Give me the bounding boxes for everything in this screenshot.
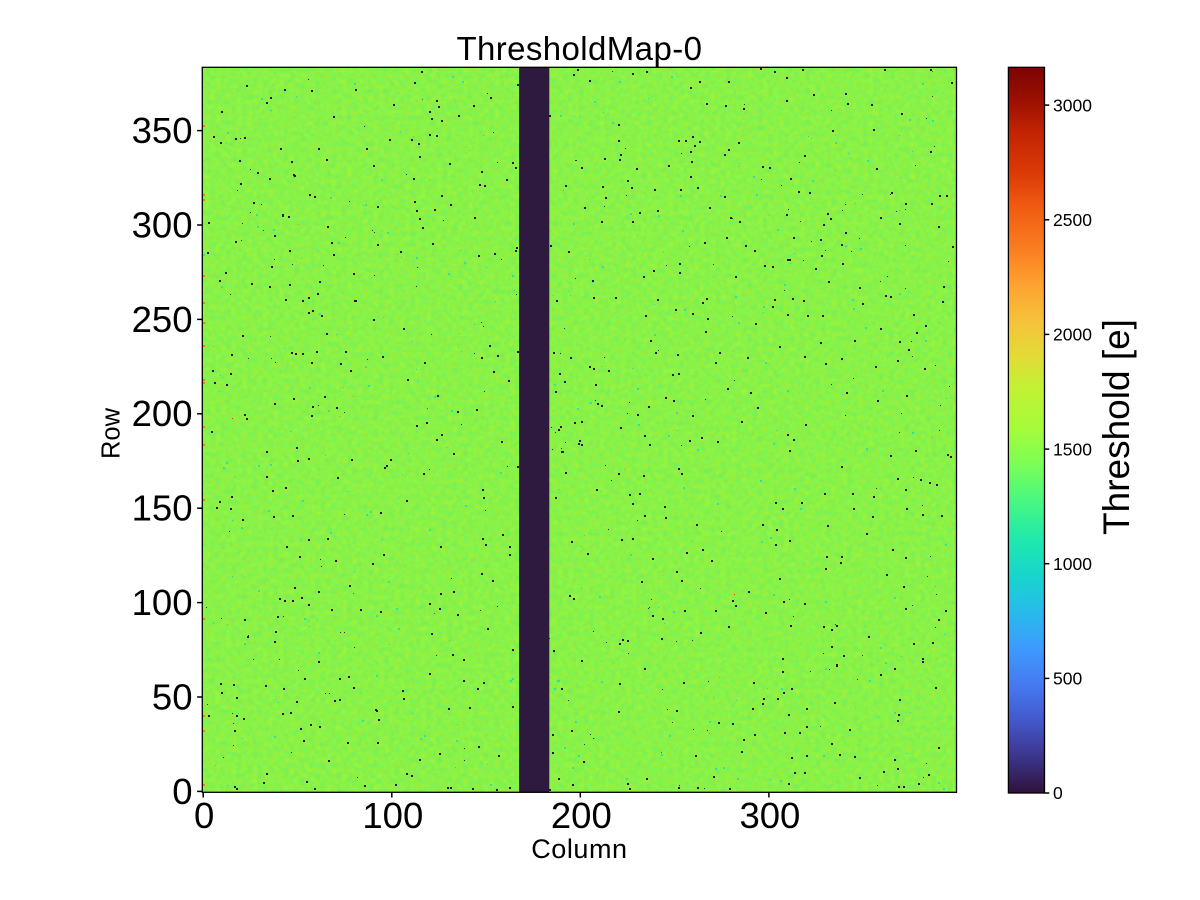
- svg-text:300: 300: [132, 204, 193, 245]
- svg-text:250: 250: [132, 299, 193, 340]
- svg-text:2000: 2000: [1053, 325, 1092, 345]
- svg-text:0: 0: [172, 771, 192, 812]
- svg-text:200: 200: [551, 795, 612, 836]
- svg-text:1500: 1500: [1053, 439, 1092, 459]
- svg-text:Column: Column: [531, 834, 627, 864]
- svg-text:1000: 1000: [1053, 554, 1092, 574]
- svg-text:100: 100: [362, 795, 423, 836]
- svg-text:50: 50: [152, 676, 193, 717]
- svg-text:100: 100: [132, 582, 193, 623]
- svg-text:0: 0: [194, 795, 214, 836]
- svg-text:Threshold [e]: Threshold [e]: [1096, 319, 1137, 535]
- svg-text:200: 200: [132, 393, 193, 434]
- svg-text:Row: Row: [97, 407, 125, 459]
- svg-text:350: 350: [132, 110, 193, 151]
- svg-text:2500: 2500: [1053, 210, 1092, 230]
- svg-text:0: 0: [1053, 783, 1063, 803]
- svg-text:ThresholdMap-0: ThresholdMap-0: [456, 30, 702, 67]
- svg-text:300: 300: [739, 795, 800, 836]
- svg-text:150: 150: [132, 488, 193, 529]
- svg-text:500: 500: [1053, 669, 1082, 689]
- svg-text:3000: 3000: [1053, 95, 1092, 115]
